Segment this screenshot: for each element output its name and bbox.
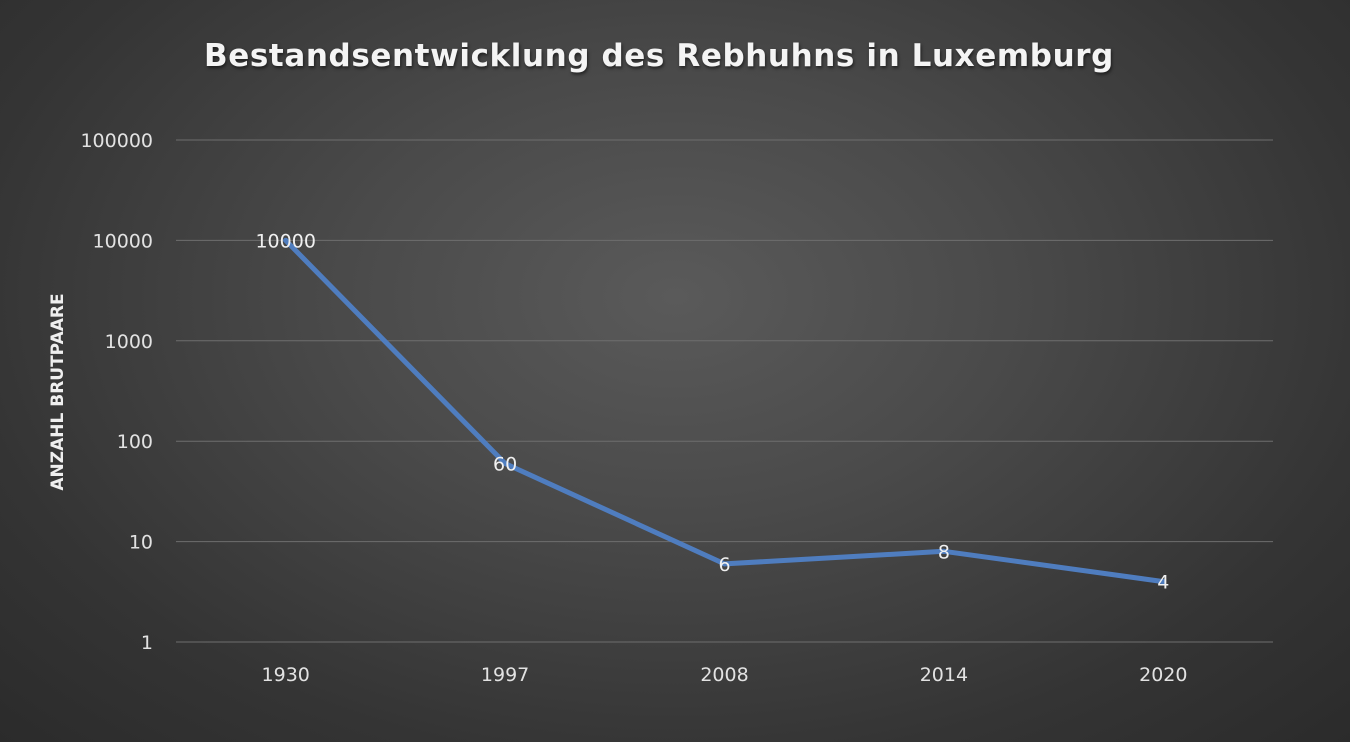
series-layer (283, 237, 1166, 585)
y-tick-label: 10000 (93, 230, 153, 252)
y-tick-label: 100 (117, 431, 153, 453)
data-labels: 10000 60 6 8 4 (255, 230, 1169, 593)
y-tick-label: 1 (141, 632, 153, 654)
y-tick-label: 100000 (80, 130, 153, 152)
data-point (283, 237, 289, 243)
x-tick-label: 2014 (920, 664, 968, 686)
gridlines (176, 139, 1273, 643)
data-label: 10000 (255, 230, 315, 252)
y-tick-label: 1000 (105, 331, 153, 353)
x-tick-labels: 1930 1997 2008 2014 2020 (262, 664, 1188, 686)
y-tick-label: 10 (129, 532, 153, 554)
x-tick-label: 1930 (262, 664, 310, 686)
data-point (502, 460, 508, 466)
series-line (283, 237, 1166, 585)
data-label: 4 (1157, 572, 1169, 594)
x-tick-label: 2008 (700, 664, 748, 686)
data-point (722, 561, 727, 567)
data-label: 6 (718, 554, 730, 576)
data-point (941, 548, 947, 554)
x-tick-label: 1997 (481, 664, 529, 686)
x-tick-label: 2020 (1139, 664, 1187, 686)
data-point (1160, 579, 1166, 585)
y-tick-labels: 1 10 100 1000 10000 100000 (80, 130, 153, 654)
chart-title: Bestandsentwicklung des Rebhuhns in Luxe… (204, 38, 1114, 74)
data-label: 60 (493, 453, 517, 475)
data-label: 8 (938, 541, 950, 563)
